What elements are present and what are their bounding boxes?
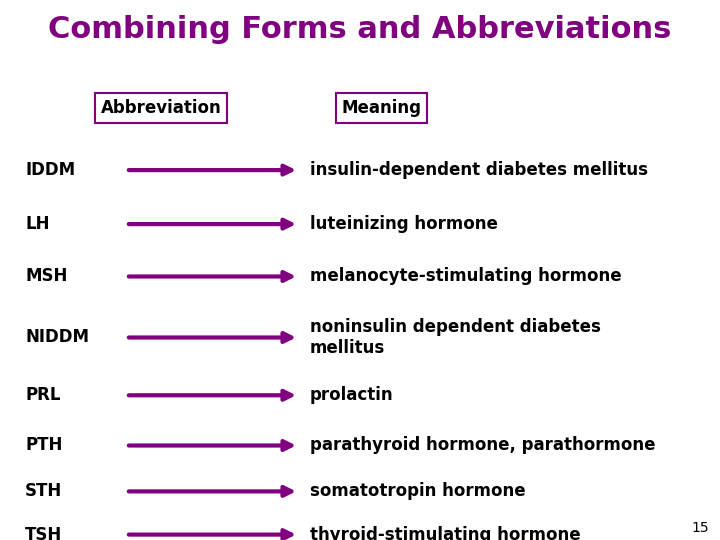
Text: Combining Forms and Abbreviations: Combining Forms and Abbreviations (48, 15, 672, 44)
Text: luteinizing hormone: luteinizing hormone (310, 215, 498, 233)
Text: MSH: MSH (25, 267, 68, 286)
Text: Meaning: Meaning (341, 99, 422, 117)
Text: melanocyte-stimulating hormone: melanocyte-stimulating hormone (310, 267, 621, 286)
Text: Abbreviation: Abbreviation (101, 99, 222, 117)
Text: PTH: PTH (25, 436, 63, 455)
Text: 15: 15 (692, 521, 709, 535)
Text: somatotropin hormone: somatotropin hormone (310, 482, 525, 501)
Text: STH: STH (25, 482, 63, 501)
Text: IDDM: IDDM (25, 161, 76, 179)
Text: prolactin: prolactin (310, 386, 393, 404)
Text: insulin-dependent diabetes mellitus: insulin-dependent diabetes mellitus (310, 161, 647, 179)
Text: thyroid-stimulating hormone: thyroid-stimulating hormone (310, 525, 580, 540)
Text: NIDDM: NIDDM (25, 328, 89, 347)
Text: TSH: TSH (25, 525, 63, 540)
Text: LH: LH (25, 215, 50, 233)
Text: parathyroid hormone, parathormone: parathyroid hormone, parathormone (310, 436, 655, 455)
Text: PRL: PRL (25, 386, 60, 404)
Text: noninsulin dependent diabetes
mellitus: noninsulin dependent diabetes mellitus (310, 318, 600, 357)
